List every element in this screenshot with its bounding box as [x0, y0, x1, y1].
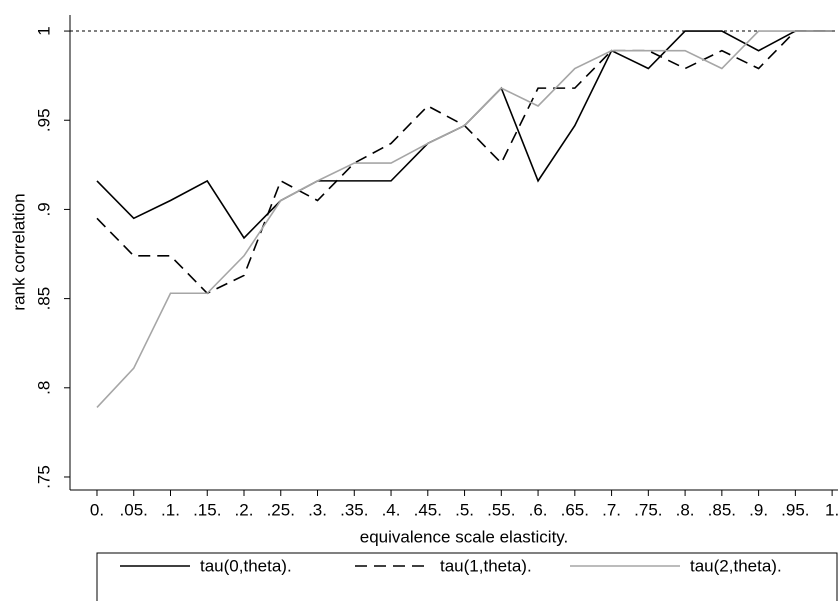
y-tick-label: .85	[34, 287, 53, 311]
x-tick-label: .65.	[561, 500, 589, 519]
x-tick-label: 0.	[90, 500, 104, 519]
y-tick-label: .95	[34, 108, 53, 132]
legend-label: tau(1,theta).	[440, 556, 532, 575]
legend-box	[96, 552, 838, 601]
x-tick-label: .9.	[749, 500, 768, 519]
x-tick-label: .95.	[781, 500, 809, 519]
x-tick-label: .1.	[161, 500, 180, 519]
y-axis-title: rank correlation	[9, 193, 28, 310]
x-tick-label: 1.	[825, 500, 838, 519]
x-tick-label: .15.	[193, 500, 221, 519]
x-tick-label: .85.	[708, 500, 736, 519]
x-tick-label: .2.	[235, 500, 254, 519]
y-tick-label: .9	[34, 202, 53, 216]
x-tick-label: .35.	[340, 500, 368, 519]
series-line	[96, 30, 833, 240]
x-tick-label: .05.	[120, 500, 148, 519]
x-tick-label: .45.	[414, 500, 442, 519]
x-tick-label: .5.	[455, 500, 474, 519]
y-tick-label: 1	[34, 26, 53, 35]
y-tick-label: .75	[34, 465, 53, 489]
x-tick-label: .4.	[382, 500, 401, 519]
x-tick-label: .55.	[487, 500, 515, 519]
x-tick-label: .6.	[529, 500, 548, 519]
series-line	[96, 30, 833, 408]
x-tick-label: .8.	[676, 500, 695, 519]
x-axis-title: equivalence scale elasticity.	[360, 527, 569, 546]
legend-label: tau(0,theta).	[200, 556, 292, 575]
x-tick-label: .7.	[602, 500, 621, 519]
series-line	[96, 30, 833, 295]
x-tick-label: .75.	[634, 500, 662, 519]
legend-label: tau(2,theta).	[690, 556, 782, 575]
x-tick-label: .25.	[267, 500, 295, 519]
y-tick-label: .8	[34, 381, 53, 395]
x-tick-label: .3.	[308, 500, 327, 519]
